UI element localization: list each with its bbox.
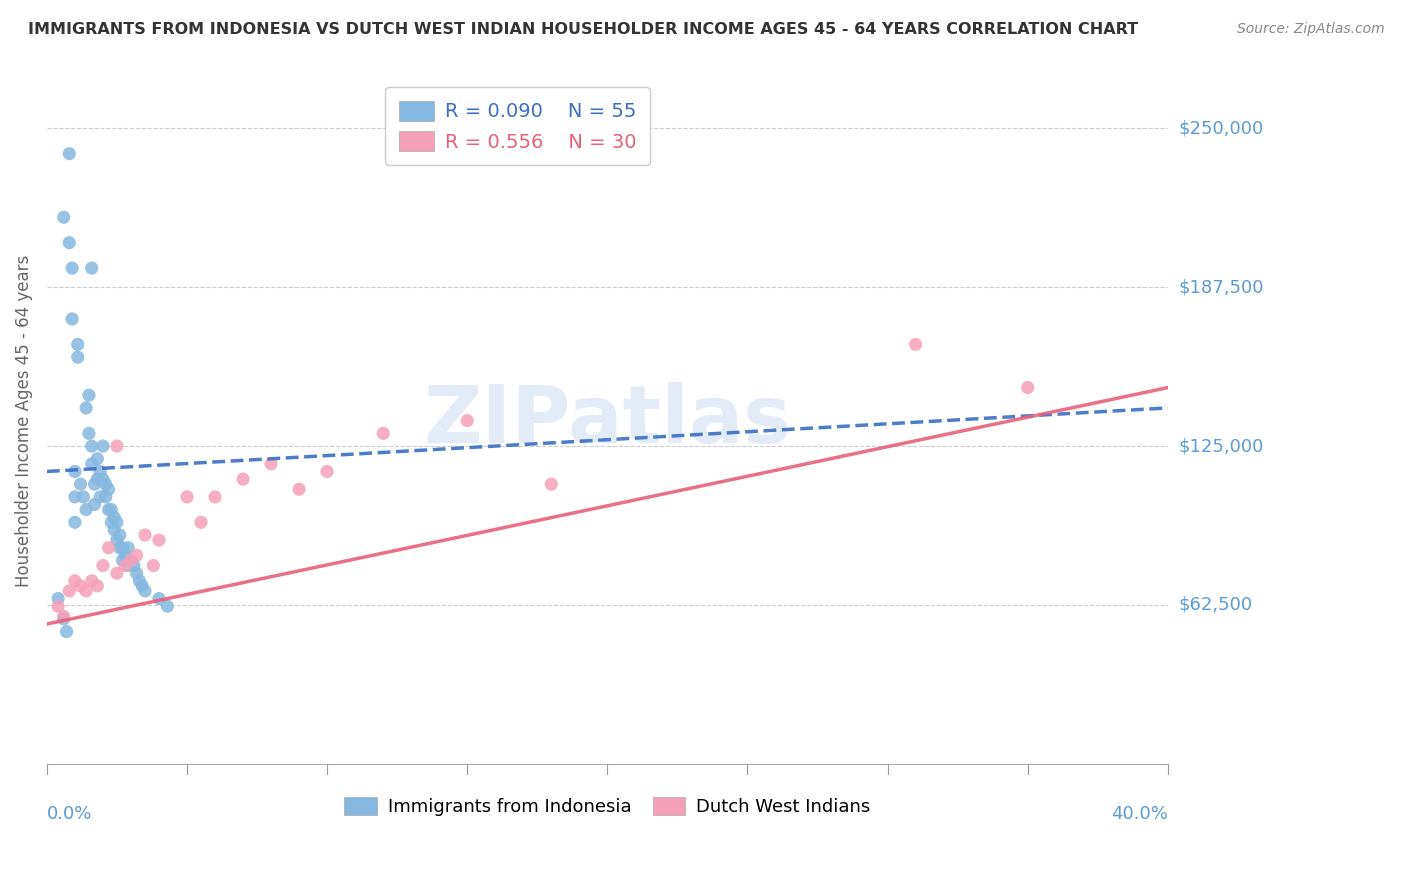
Point xyxy=(190,516,212,530)
Point xyxy=(114,558,136,573)
Point xyxy=(66,350,89,364)
Point xyxy=(75,502,97,516)
Point xyxy=(77,388,100,402)
Point xyxy=(89,465,111,479)
Point xyxy=(63,465,86,479)
Point xyxy=(97,483,120,497)
Point xyxy=(55,624,77,639)
Point xyxy=(232,472,254,486)
Point xyxy=(80,574,103,588)
Point xyxy=(58,584,80,599)
Point xyxy=(316,465,339,479)
Point xyxy=(288,483,311,497)
Point xyxy=(540,477,562,491)
Point xyxy=(148,591,170,606)
Point xyxy=(111,541,134,555)
Point xyxy=(91,439,114,453)
Point xyxy=(52,609,75,624)
Point xyxy=(125,566,148,581)
Point xyxy=(122,558,145,573)
Point xyxy=(91,558,114,573)
Point xyxy=(58,146,80,161)
Point xyxy=(75,401,97,415)
Point xyxy=(105,439,128,453)
Text: $62,500: $62,500 xyxy=(1180,596,1253,614)
Point xyxy=(89,490,111,504)
Point xyxy=(128,574,150,588)
Point xyxy=(60,261,83,276)
Point xyxy=(75,584,97,599)
Point xyxy=(117,541,139,555)
Text: $187,500: $187,500 xyxy=(1180,278,1264,296)
Point xyxy=(91,472,114,486)
Point xyxy=(103,510,125,524)
Point xyxy=(131,579,153,593)
Point xyxy=(46,591,69,606)
Point xyxy=(120,553,142,567)
Point xyxy=(97,541,120,555)
Point xyxy=(83,477,105,491)
Point xyxy=(456,414,478,428)
Point xyxy=(86,579,108,593)
Text: 0.0%: 0.0% xyxy=(46,805,93,823)
Point xyxy=(373,426,395,441)
Point xyxy=(58,235,80,250)
Point xyxy=(97,502,120,516)
Point xyxy=(114,549,136,563)
Point xyxy=(52,211,75,225)
Point xyxy=(80,261,103,276)
Point xyxy=(52,612,75,626)
Point xyxy=(117,558,139,573)
Point xyxy=(125,549,148,563)
Point xyxy=(60,312,83,326)
Point xyxy=(105,566,128,581)
Text: $125,000: $125,000 xyxy=(1180,437,1264,455)
Point xyxy=(105,516,128,530)
Legend: Immigrants from Indonesia, Dutch West Indians: Immigrants from Indonesia, Dutch West In… xyxy=(337,789,877,823)
Point xyxy=(111,553,134,567)
Point xyxy=(176,490,198,504)
Point xyxy=(72,490,94,504)
Point xyxy=(105,533,128,548)
Text: ZIPatlas: ZIPatlas xyxy=(423,382,792,459)
Point xyxy=(100,516,122,530)
Point xyxy=(77,426,100,441)
Point xyxy=(66,337,89,351)
Text: 40.0%: 40.0% xyxy=(1111,805,1168,823)
Point xyxy=(142,558,165,573)
Point xyxy=(904,337,927,351)
Point xyxy=(108,528,131,542)
Text: IMMIGRANTS FROM INDONESIA VS DUTCH WEST INDIAN HOUSEHOLDER INCOME AGES 45 - 64 Y: IMMIGRANTS FROM INDONESIA VS DUTCH WEST … xyxy=(28,22,1139,37)
Point xyxy=(63,490,86,504)
Point xyxy=(94,490,117,504)
Point xyxy=(103,523,125,537)
Point xyxy=(83,498,105,512)
Point xyxy=(80,457,103,471)
Point xyxy=(86,451,108,466)
Point xyxy=(63,574,86,588)
Point xyxy=(260,457,283,471)
Point xyxy=(156,599,179,614)
Point xyxy=(1017,381,1039,395)
Point xyxy=(108,541,131,555)
Text: $250,000: $250,000 xyxy=(1180,120,1264,137)
Point xyxy=(148,533,170,548)
Point xyxy=(120,553,142,567)
Point xyxy=(134,528,156,542)
Point xyxy=(69,579,91,593)
Point xyxy=(204,490,226,504)
Point xyxy=(46,599,69,614)
Point xyxy=(80,439,103,453)
Text: Source: ZipAtlas.com: Source: ZipAtlas.com xyxy=(1237,22,1385,37)
Point xyxy=(100,502,122,516)
Point xyxy=(86,472,108,486)
Point xyxy=(63,516,86,530)
Point xyxy=(134,584,156,599)
Point xyxy=(69,477,91,491)
Point xyxy=(94,477,117,491)
Y-axis label: Householder Income Ages 45 - 64 years: Householder Income Ages 45 - 64 years xyxy=(15,254,32,587)
